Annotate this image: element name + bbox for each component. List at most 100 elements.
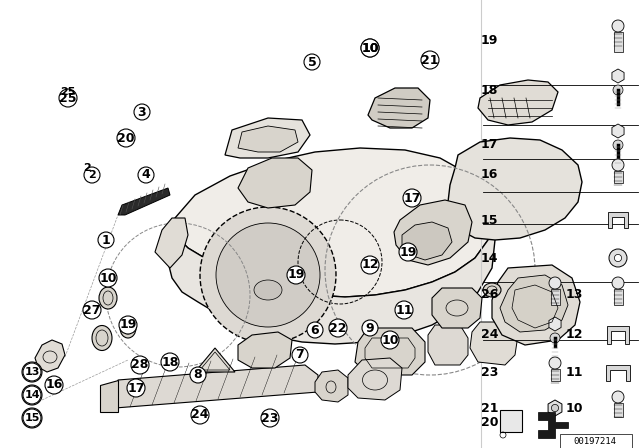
Polygon shape <box>368 88 430 128</box>
Circle shape <box>549 357 561 369</box>
Circle shape <box>23 363 41 381</box>
Text: 10: 10 <box>566 401 583 414</box>
Text: 13: 13 <box>24 367 40 377</box>
Polygon shape <box>608 212 628 228</box>
Text: 14: 14 <box>25 390 39 400</box>
Circle shape <box>83 301 101 319</box>
Circle shape <box>138 167 154 183</box>
Bar <box>614 289 623 305</box>
Bar <box>560 434 632 448</box>
Ellipse shape <box>120 318 136 338</box>
Circle shape <box>161 353 179 371</box>
Polygon shape <box>428 325 468 365</box>
Text: 19: 19 <box>119 319 137 332</box>
Circle shape <box>292 347 308 363</box>
Circle shape <box>614 254 621 262</box>
Circle shape <box>287 266 305 284</box>
Polygon shape <box>238 332 292 368</box>
Polygon shape <box>315 370 348 402</box>
Text: 18: 18 <box>481 83 498 96</box>
Circle shape <box>23 409 41 427</box>
Circle shape <box>261 409 279 427</box>
Polygon shape <box>118 188 170 215</box>
Polygon shape <box>175 148 492 297</box>
Circle shape <box>362 320 378 336</box>
Circle shape <box>612 391 624 403</box>
Text: 17: 17 <box>403 191 420 204</box>
Text: 2: 2 <box>88 170 96 180</box>
Text: 25: 25 <box>60 91 77 104</box>
Text: 00197214: 00197214 <box>573 438 616 447</box>
Circle shape <box>22 408 42 428</box>
Text: 12: 12 <box>361 258 379 271</box>
Circle shape <box>134 104 150 120</box>
Text: 14: 14 <box>481 251 498 264</box>
Text: 10: 10 <box>361 42 379 55</box>
Circle shape <box>127 379 145 397</box>
Ellipse shape <box>483 283 501 297</box>
Polygon shape <box>470 322 518 365</box>
Polygon shape <box>394 200 472 265</box>
Polygon shape <box>402 222 452 260</box>
Circle shape <box>22 362 42 382</box>
Bar <box>551 369 560 381</box>
Text: 20: 20 <box>117 132 135 145</box>
Circle shape <box>23 386 41 404</box>
Circle shape <box>361 256 379 274</box>
Text: 13: 13 <box>25 367 39 377</box>
Polygon shape <box>348 358 402 400</box>
Circle shape <box>613 85 623 95</box>
Text: 15: 15 <box>481 214 498 227</box>
Circle shape <box>131 356 149 374</box>
Ellipse shape <box>92 326 112 350</box>
Text: 1: 1 <box>102 233 110 246</box>
Circle shape <box>304 54 320 70</box>
Bar <box>614 171 623 183</box>
Circle shape <box>307 322 323 338</box>
Bar <box>614 403 623 417</box>
Polygon shape <box>500 275 568 332</box>
Circle shape <box>191 406 209 424</box>
Polygon shape <box>225 118 310 158</box>
Polygon shape <box>168 222 495 344</box>
Text: 24: 24 <box>481 328 498 341</box>
Circle shape <box>552 405 559 412</box>
Circle shape <box>361 39 379 57</box>
Text: 6: 6 <box>310 323 319 336</box>
Text: 23: 23 <box>261 412 278 425</box>
Text: 19: 19 <box>287 268 305 281</box>
Polygon shape <box>492 265 580 345</box>
Text: 10: 10 <box>381 333 399 346</box>
Bar <box>551 289 560 305</box>
Text: 14: 14 <box>24 390 40 400</box>
Circle shape <box>119 316 137 334</box>
Polygon shape <box>35 340 65 372</box>
Text: 11: 11 <box>396 303 413 316</box>
Text: 21: 21 <box>421 53 439 66</box>
Polygon shape <box>538 412 568 438</box>
Circle shape <box>612 277 624 289</box>
Bar <box>500 410 522 432</box>
Circle shape <box>59 89 77 107</box>
Circle shape <box>84 167 100 183</box>
Text: 2: 2 <box>83 163 91 173</box>
Bar <box>614 32 623 52</box>
Polygon shape <box>238 158 312 208</box>
Text: 26: 26 <box>481 289 498 302</box>
Polygon shape <box>549 317 561 331</box>
Polygon shape <box>100 380 118 412</box>
Polygon shape <box>612 124 624 138</box>
Text: 10: 10 <box>99 271 116 284</box>
Polygon shape <box>448 138 582 240</box>
Text: 24: 24 <box>191 409 209 422</box>
Circle shape <box>609 249 627 267</box>
Polygon shape <box>548 400 562 416</box>
Text: 3: 3 <box>138 105 147 119</box>
Circle shape <box>612 20 624 32</box>
Text: 25: 25 <box>60 87 76 97</box>
Circle shape <box>190 367 206 383</box>
Text: 15: 15 <box>24 413 40 423</box>
Circle shape <box>381 331 399 349</box>
Text: 4: 4 <box>141 168 150 181</box>
Circle shape <box>200 207 336 343</box>
